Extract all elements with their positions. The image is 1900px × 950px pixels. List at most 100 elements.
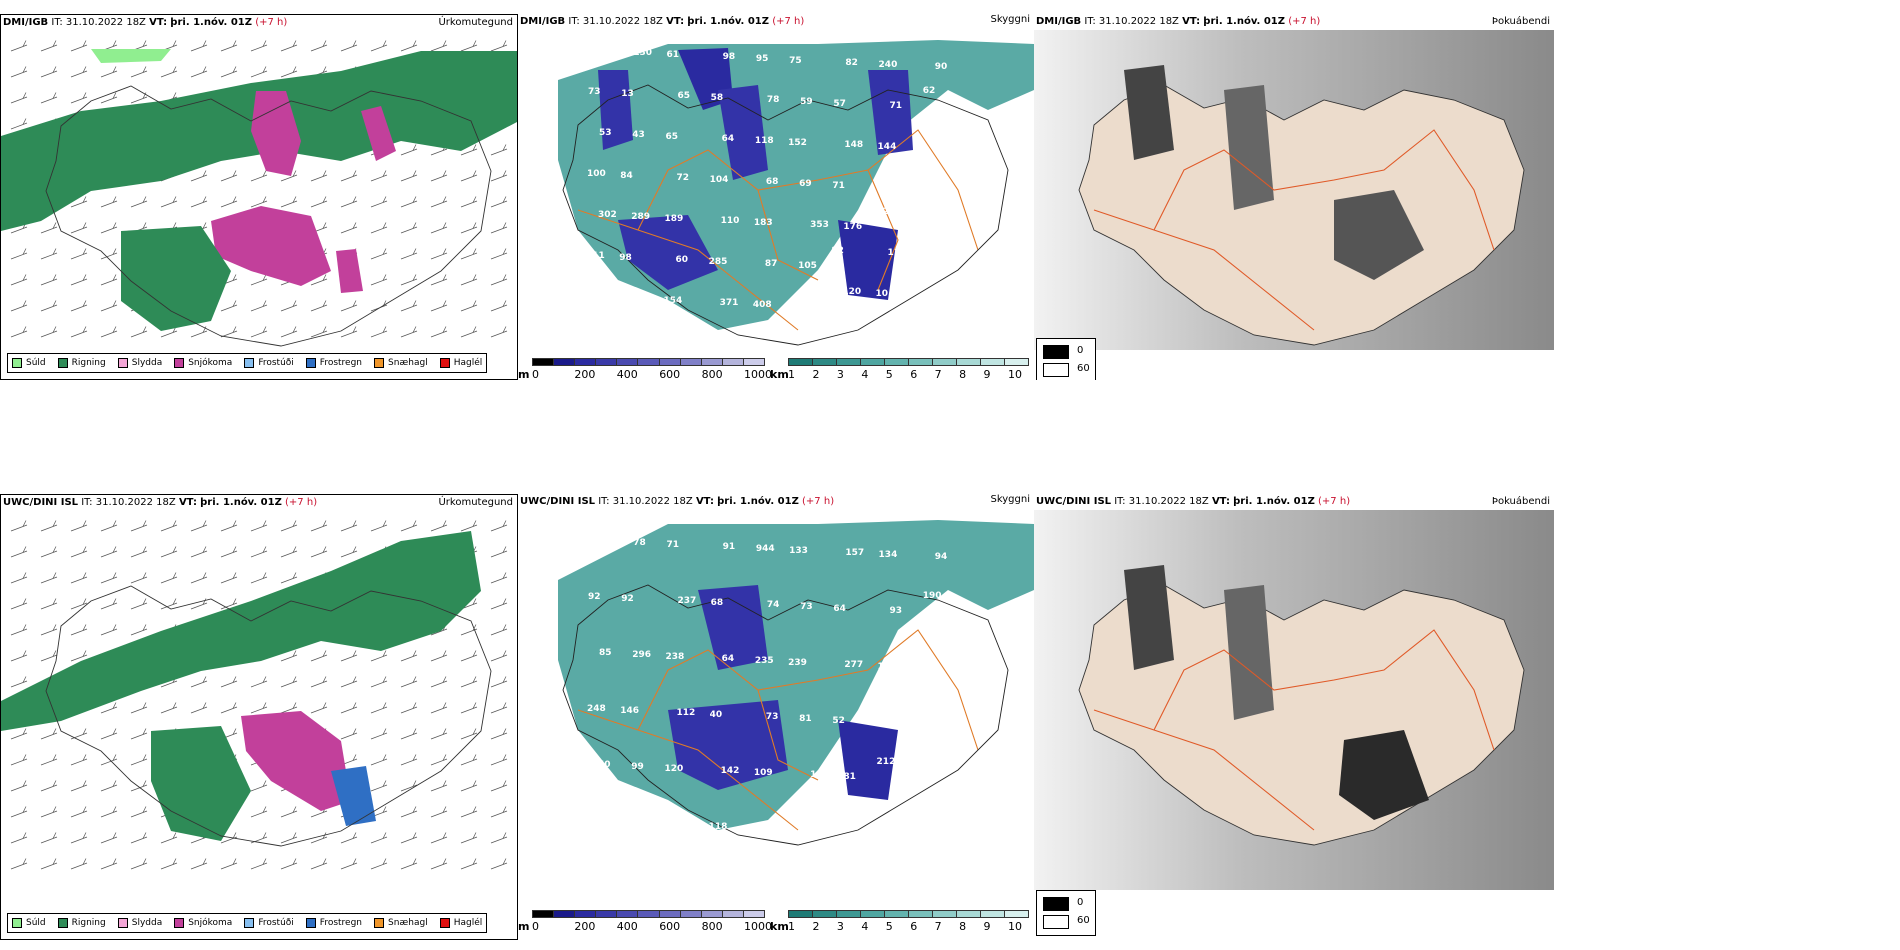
ceiling-value-label: 78 — [766, 95, 780, 105]
wind-barb — [460, 806, 478, 818]
ceiling-value-label: 165 — [809, 302, 828, 312]
wind-barb — [310, 196, 328, 208]
wind-barb — [370, 300, 388, 312]
wind-barb — [430, 248, 448, 260]
colorbar-segment — [595, 910, 618, 918]
wind-barb — [370, 248, 388, 260]
ceiling-value-label: 944 — [755, 544, 775, 554]
legend-label: Frostúði — [258, 358, 294, 368]
colorbar-segment — [658, 358, 681, 366]
wind-barb — [100, 66, 118, 78]
ceiling-value-label: 182 — [831, 811, 851, 821]
wind-barb — [190, 326, 208, 338]
wind-barb — [190, 196, 208, 208]
ceiling-value-label: 104 — [709, 175, 729, 185]
wind-barb — [40, 754, 58, 766]
wind-barb — [130, 520, 148, 532]
legend-item: Snjókoma — [174, 358, 232, 368]
cloud-panel-bottom: UWC/DINI ISL IT: 31.10.2022 18Z VT: þri.… — [518, 494, 1034, 940]
colorbar-segment — [812, 358, 837, 366]
ceiling-value-label: 73 — [800, 602, 813, 612]
legend-label: Rigning — [71, 918, 106, 928]
legend-swatch — [244, 918, 255, 928]
ceiling-value-label: 94 — [934, 552, 948, 562]
wind-barb — [430, 676, 448, 688]
wind-barb — [70, 650, 88, 662]
visibility-colorbar: km 1 2 3 4 5 6 7 8 9 10 — [770, 910, 1034, 936]
ceiling-value-label: 199 — [798, 826, 817, 836]
precip-panel-bottom: UWC/DINI ISL IT: 31.10.2022 18Z VT: þri.… — [0, 494, 518, 940]
snow-area — [251, 91, 301, 176]
wind-barb — [40, 780, 58, 792]
wind-barb — [100, 702, 118, 714]
colorbar-segment — [553, 910, 576, 918]
wind-barb — [100, 300, 118, 312]
wind-barb — [130, 806, 148, 818]
colorbar-segment — [788, 910, 813, 918]
wind-barb — [40, 92, 58, 104]
ceiling-value-label: 85 — [599, 648, 612, 658]
wind-barb — [490, 572, 508, 584]
colorbar-segment — [908, 910, 933, 918]
wind-barb — [280, 832, 298, 844]
wind-barb — [250, 274, 268, 286]
precip-legend: Súld Rigning Slydda Snjókoma Frostúði Frostre… — [7, 353, 488, 373]
wind-barb — [40, 546, 58, 558]
wind-barb — [160, 66, 178, 78]
wind-barb — [10, 598, 28, 610]
wind-barb — [460, 326, 478, 338]
ceiling-value-label: 71 — [889, 101, 903, 111]
road-network — [577, 629, 979, 831]
wind-barb — [400, 728, 418, 740]
colorbar-segment — [1004, 358, 1029, 366]
wind-barb — [100, 858, 118, 870]
colorbar-tick: 400 — [616, 368, 638, 380]
colorbar-tick: 1 — [788, 368, 795, 380]
colorbar-tick: 5 — [885, 920, 893, 933]
wind-barb — [430, 702, 448, 714]
legend-label: Haglél — [453, 358, 483, 368]
low-ceiling-area-3 — [618, 215, 718, 290]
ceiling-value-label: 53 — [599, 128, 612, 138]
wind-barb — [220, 858, 238, 870]
colorbar-segment — [956, 358, 981, 366]
colorbar-segment — [860, 358, 885, 366]
colorbar-segment — [860, 910, 885, 918]
wind-barb — [280, 300, 298, 312]
ceiling-value-label: 68 — [710, 598, 724, 608]
wind-barb — [370, 326, 388, 338]
colorbar-tick: 6 — [910, 920, 918, 933]
wind-barb — [100, 196, 118, 208]
wind-barb — [280, 66, 298, 78]
legend-item: Súld — [12, 358, 46, 368]
colorbar-tick: 200 — [574, 920, 596, 933]
legend-swatch — [305, 358, 316, 368]
wind-barb — [460, 248, 478, 260]
wind-barb — [430, 806, 448, 818]
ceiling-value-label: 190 — [922, 591, 942, 601]
colorbar-segment — [932, 910, 957, 918]
legend-swatch — [117, 918, 128, 928]
ceiling-value-label: 158 — [888, 166, 908, 176]
fog-min-label: 0 — [1077, 897, 1084, 908]
fog-min-swatch — [1043, 345, 1069, 359]
colorbar-tick: 0 — [532, 920, 539, 933]
colorbar-segment — [742, 358, 765, 366]
wind-barb — [340, 170, 358, 182]
wind-barb — [220, 676, 238, 688]
legend-swatch — [374, 918, 385, 928]
precip-map — [1, 520, 508, 870]
panel-header: DMI/IGB IT: 31.10.2022 18Z VT: þri. 1.nó… — [3, 17, 288, 28]
low-ceiling-area-3 — [698, 585, 768, 670]
panel-header: UWC/DINI ISL IT: 31.10.2022 18Z VT: þri.… — [3, 497, 318, 508]
wind-barb — [100, 572, 118, 584]
coastline — [562, 84, 1009, 346]
cloud-map — [558, 40, 1034, 346]
colorbar-segment — [700, 910, 723, 918]
wind-barb — [490, 40, 508, 52]
ceiling-value-label: 212 — [876, 757, 896, 767]
wind-barb — [160, 832, 178, 844]
wind-barb — [10, 780, 28, 792]
ceiling-value-label: 129 — [920, 250, 940, 260]
ceiling-value-label: 311 — [586, 251, 605, 261]
